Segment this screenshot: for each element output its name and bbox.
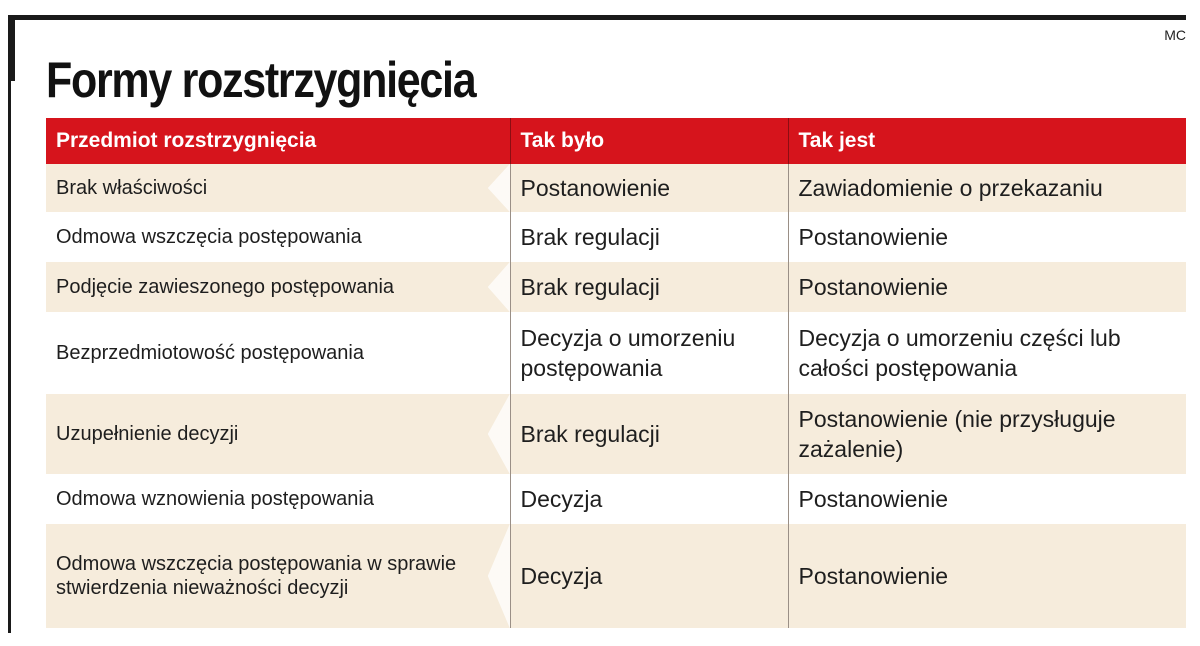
row-now: Postanowienie — [787, 212, 1186, 262]
page-title: Formy rozstrzygnięcia — [46, 52, 477, 108]
frame-top-rule — [8, 15, 1186, 20]
row-now: Postanowienie — [787, 474, 1186, 524]
table-row: Uzupełnienie decyzji Brak regulacji Post… — [46, 394, 1186, 474]
row-subject: Odmowa wznowienia postępowania — [46, 474, 510, 524]
row-now: Postanowienie — [787, 262, 1186, 312]
table-header-row: Przedmiot rozstrzygnięcia Tak było Tak j… — [46, 118, 1186, 164]
row-before: Decyzja o umorzeniu postępowania — [509, 312, 788, 394]
table-row: Odmowa wszczęcia postępowania Brak regul… — [46, 212, 1186, 262]
table-row: Odmowa wszczęcia postępowania w sprawie … — [46, 524, 1186, 628]
row-now: Decyzja o umorzeniu części lub całości p… — [787, 312, 1186, 394]
row-subject: Brak właściwości — [46, 164, 510, 212]
row-before: Decyzja — [509, 474, 788, 524]
row-subject: Podjęcie zawieszonego postępowania — [46, 262, 510, 312]
header-before: Tak było — [509, 118, 788, 164]
comparison-table: Przedmiot rozstrzygnięcia Tak było Tak j… — [46, 118, 1186, 628]
header-subject: Przedmiot rozstrzygnięcia — [46, 118, 510, 164]
row-before: Decyzja — [509, 524, 788, 628]
table-row: Podjęcie zawieszonego postępowania Brak … — [46, 262, 1186, 312]
row-before: Postanowienie — [509, 164, 788, 212]
row-now: Zawiadomienie o przekazaniu — [787, 164, 1186, 212]
row-before: Brak regulacji — [509, 394, 788, 474]
row-now: Postanowienie (nie przysługuje zażalenie… — [787, 394, 1186, 474]
frame-left-thin-rule — [8, 81, 11, 633]
row-subject: Odmowa wszczęcia postępowania w sprawie … — [46, 524, 510, 628]
row-subject: Uzupełnienie decyzji — [46, 394, 510, 474]
table-row: Brak właściwości Postanowienie Zawiadomi… — [46, 164, 1186, 212]
table-row: Odmowa wznowienia postępowania Decyzja P… — [46, 474, 1186, 524]
frame-left-rule — [8, 15, 15, 81]
row-before: Brak regulacji — [509, 212, 788, 262]
table-row: Bezprzedmiotowość postępowania Decyzja o… — [46, 312, 1186, 394]
row-subject: Bezprzedmiotowość postępowania — [46, 312, 510, 394]
credit-label: MC — [1164, 27, 1186, 43]
header-now: Tak jest — [787, 118, 1186, 164]
row-before: Brak regulacji — [509, 262, 788, 312]
row-now: Postanowienie — [787, 524, 1186, 628]
row-subject: Odmowa wszczęcia postępowania — [46, 212, 510, 262]
